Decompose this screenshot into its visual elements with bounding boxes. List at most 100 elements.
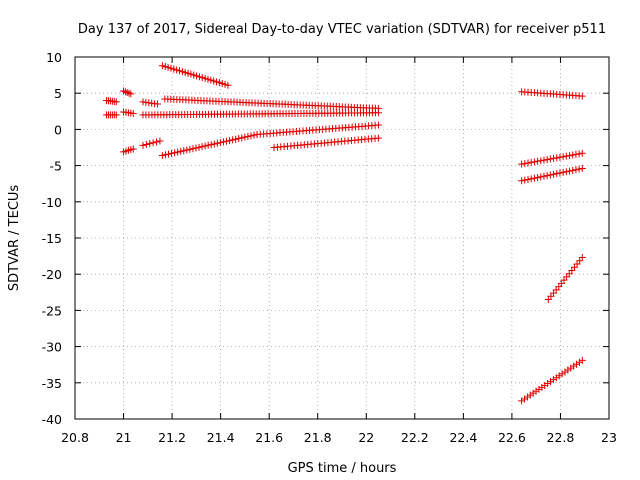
data-point xyxy=(189,145,197,153)
data-point xyxy=(216,139,224,147)
x-tick-label: 21 xyxy=(116,430,132,445)
data-point xyxy=(572,150,580,158)
data-point xyxy=(562,152,570,160)
data-point xyxy=(201,74,209,82)
tick-layer: 20.8 21 21.2 21.4 21.6 21.8 22 22.2 22.4 22.6 22.8… xyxy=(42,50,617,445)
data-point xyxy=(546,171,554,179)
data-point xyxy=(149,139,157,147)
y-tick-label: -5 xyxy=(50,159,62,174)
data-point xyxy=(210,77,218,85)
data-point xyxy=(168,149,176,157)
data-point xyxy=(559,153,567,161)
data-point xyxy=(543,172,551,180)
series-sat-f xyxy=(139,98,162,108)
data-point xyxy=(193,72,201,80)
data-point xyxy=(175,67,183,75)
data-point xyxy=(374,104,382,112)
data-point xyxy=(530,174,538,182)
x-tick-label: 22.4 xyxy=(449,430,477,445)
y-tick-label: -40 xyxy=(42,412,62,427)
data-point xyxy=(201,142,209,150)
data-point xyxy=(190,71,198,79)
data-point xyxy=(229,136,237,144)
y-tick-label: -15 xyxy=(42,231,62,246)
data-point xyxy=(178,68,186,76)
series-sat-q xyxy=(544,254,586,304)
data-point xyxy=(112,98,120,106)
series-sat-h xyxy=(139,137,164,149)
data-point xyxy=(578,254,586,262)
data-point xyxy=(171,149,179,157)
data-point xyxy=(232,135,240,143)
data-point xyxy=(562,168,570,176)
data-point xyxy=(553,170,561,178)
marker-layer xyxy=(103,62,586,405)
data-point xyxy=(195,143,203,151)
data-point xyxy=(184,69,192,77)
x-axis-label: GPS time / hours xyxy=(288,461,397,476)
data-point xyxy=(139,141,147,149)
data-point xyxy=(374,134,382,142)
y-axis-label: SDTVAR / TECUs xyxy=(7,185,22,292)
data-point xyxy=(250,131,258,139)
data-point xyxy=(569,166,577,174)
data-point xyxy=(524,176,532,184)
data-point xyxy=(153,138,161,146)
data-point xyxy=(224,81,232,89)
data-point xyxy=(569,151,577,159)
grid-layer xyxy=(75,57,609,419)
data-point xyxy=(238,134,246,142)
data-point xyxy=(142,140,150,148)
data-point xyxy=(125,89,133,97)
series-sat-e xyxy=(120,145,137,156)
data-point xyxy=(566,167,574,175)
data-point xyxy=(374,121,382,129)
data-point xyxy=(241,133,249,141)
series-sat-a xyxy=(103,96,120,106)
data-point xyxy=(226,137,234,145)
data-point xyxy=(161,151,169,159)
y-tick-label: -10 xyxy=(42,195,62,210)
data-point xyxy=(207,141,215,149)
series-sat-g xyxy=(139,109,382,119)
y-tick-label: 10 xyxy=(46,50,62,65)
data-point xyxy=(223,137,231,145)
data-point xyxy=(204,141,212,149)
series-sat-p xyxy=(518,164,586,185)
data-point xyxy=(575,150,583,158)
data-point xyxy=(213,139,221,147)
data-point xyxy=(174,148,182,156)
data-point xyxy=(218,80,226,88)
data-point xyxy=(177,147,185,155)
data-point xyxy=(187,70,195,78)
data-point xyxy=(553,154,561,162)
series-sat-b xyxy=(103,111,120,119)
x-tick-label: 23 xyxy=(601,430,617,445)
data-point xyxy=(221,80,229,88)
data-point xyxy=(578,164,586,172)
y-tick-label: -25 xyxy=(42,303,62,318)
y-tick-label: -20 xyxy=(42,267,62,282)
data-point xyxy=(524,159,532,167)
data-point xyxy=(164,150,172,158)
data-point xyxy=(235,135,243,143)
data-point xyxy=(207,76,215,84)
data-point xyxy=(518,160,526,168)
data-point xyxy=(198,143,206,151)
data-point xyxy=(198,74,206,82)
data-point xyxy=(543,156,551,164)
series-sat-i xyxy=(158,62,232,89)
data-point xyxy=(575,165,583,173)
data-point xyxy=(540,156,548,164)
data-point xyxy=(521,160,529,168)
x-tick-label: 21.8 xyxy=(304,430,332,445)
data-point xyxy=(213,78,221,86)
data-point xyxy=(556,153,564,161)
data-point xyxy=(170,65,178,73)
data-point xyxy=(173,66,181,74)
data-point xyxy=(112,111,120,119)
data-point xyxy=(204,75,212,83)
data-point xyxy=(559,168,567,176)
data-point xyxy=(527,175,535,183)
